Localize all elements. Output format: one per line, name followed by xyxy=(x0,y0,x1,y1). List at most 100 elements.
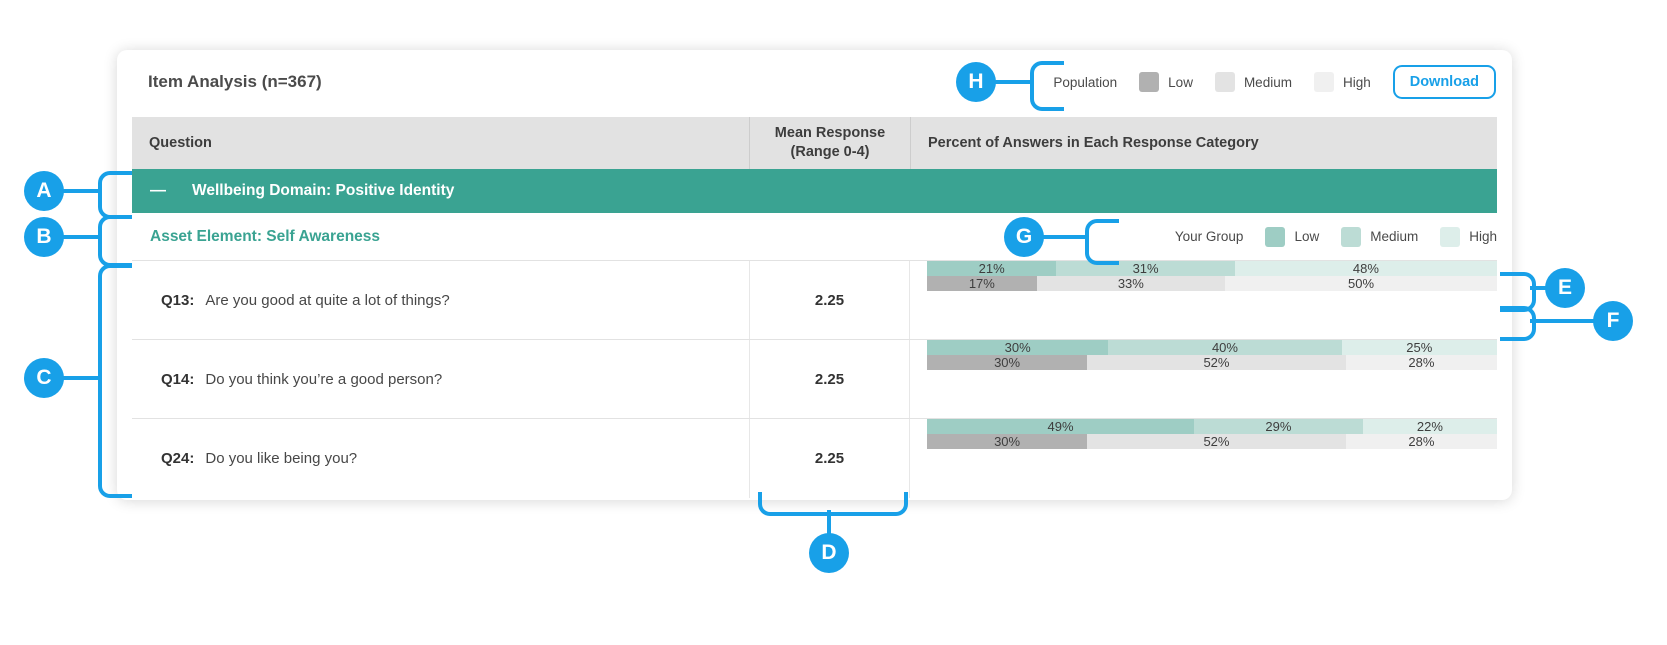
your-group-bar: 30% 40% 25% xyxy=(927,340,1498,355)
callout-e: E xyxy=(1545,268,1585,308)
population-bar-segment: 52% xyxy=(1087,434,1346,449)
mean-cell: 2.25 xyxy=(750,261,910,339)
population-medium-label: Medium xyxy=(1243,74,1292,90)
population-bar: 30% 52% 28% xyxy=(927,355,1497,370)
callout-h: H xyxy=(956,62,996,102)
callout-e-line xyxy=(1530,286,1548,290)
your-group-bar-segment: 40% xyxy=(1108,340,1342,355)
population-high-swatch xyxy=(1313,72,1334,92)
toolbar: Population Low Medium High Download xyxy=(1053,63,1496,101)
callout-g: G xyxy=(1004,217,1044,257)
question-cell: Q24: Do you like being you? xyxy=(132,419,750,498)
your-group-bar-segment: 49% xyxy=(927,419,1195,434)
your-group-legend-item-medium: Medium xyxy=(1341,226,1419,247)
population-bar: 30% 52% 28% xyxy=(927,434,1497,449)
your-group-bar-segment: 25% xyxy=(1341,340,1498,355)
callout-d-bracket xyxy=(758,492,908,516)
your-group-high-label: High xyxy=(1469,229,1497,244)
callout-b-bracket xyxy=(98,215,132,267)
population-bar-segment: 28% xyxy=(1345,434,1497,449)
population-bar-segment: 52% xyxy=(1087,355,1346,370)
population-bar-segment: 17% xyxy=(927,276,1037,291)
population-bar-percent-label: 30% xyxy=(994,355,1021,370)
wellbeing-domain-label: Wellbeing Domain: Positive Identity xyxy=(192,182,455,199)
your-group-legend-item-low: Low xyxy=(1265,226,1320,247)
collapse-icon[interactable]: — xyxy=(150,182,166,199)
your-group-low-swatch xyxy=(1265,226,1286,247)
population-bar-segment: 30% xyxy=(927,434,1088,449)
population-bar-segment: 33% xyxy=(1036,276,1226,291)
callout-b: B xyxy=(24,217,64,257)
your-group-low-label: Low xyxy=(1294,229,1320,244)
your-group-bar-percent-label: 48% xyxy=(1352,261,1379,276)
mean-value: 2.25 xyxy=(814,450,845,467)
your-group-high-swatch xyxy=(1440,226,1461,247)
your-group-bar-segment: 21% xyxy=(927,261,1057,276)
bars-cell: 21% 31% 48% 17% 33% 50% xyxy=(910,261,1497,339)
population-bar: 17% 33% 50% xyxy=(927,276,1497,291)
population-bar-percent-label: 52% xyxy=(1203,434,1230,449)
table-row: Q13: Are you good at quite a lot of thing… xyxy=(132,261,1497,340)
download-button[interactable]: Download xyxy=(1392,65,1496,99)
your-group-medium-label: Medium xyxy=(1370,229,1419,244)
table-row: Q24: Do you like being you? 2.25 49% 29% 22% 3… xyxy=(132,419,1497,498)
population-bar-percent-label: 30% xyxy=(994,434,1021,449)
table-row: Q14: Do you think you’re a good person? 2.… xyxy=(132,340,1498,419)
callout-h-bracket xyxy=(1030,61,1064,111)
question-text: Do you like being you? xyxy=(205,450,358,467)
your-group-bar-segment: 22% xyxy=(1362,419,1497,434)
item-analysis-table: Question Mean Response (Range 0-4) Perce… xyxy=(132,117,1498,498)
callout-e-bracket xyxy=(1500,272,1536,312)
callout-h-line xyxy=(976,80,1032,84)
wellbeing-domain-row[interactable]: — Wellbeing Domain: Positive Identity xyxy=(132,169,1497,213)
population-bar-percent-label: 28% xyxy=(1408,355,1435,370)
your-group-bar-percent-label: 30% xyxy=(1004,340,1031,355)
mean-cell: 2.25 xyxy=(750,419,910,498)
population-bar-percent-label: 52% xyxy=(1203,355,1230,370)
your-group-bar-percent-label: 31% xyxy=(1132,261,1159,276)
question-rows: Q13: Are you good at quite a lot of thing… xyxy=(132,261,1498,498)
question-cell: Q14: Do you think you’re a good person? xyxy=(132,340,750,418)
callout-b-line xyxy=(44,235,100,239)
population-low-swatch xyxy=(1139,72,1160,92)
callout-d-stem xyxy=(827,510,831,536)
callout-f-bracket xyxy=(1500,306,1536,341)
your-group-bar-segment: 31% xyxy=(1056,261,1235,276)
mean-cell: 2.25 xyxy=(750,340,910,418)
column-header-mean-line1: Mean Response xyxy=(774,125,886,142)
your-group-bar-percent-label: 49% xyxy=(1047,419,1074,434)
population-legend-item-medium: Medium xyxy=(1214,72,1292,92)
callout-g-line xyxy=(1024,235,1086,239)
question-cell: Q13: Are you good at quite a lot of thing… xyxy=(132,261,750,339)
your-group-bar-segment: 29% xyxy=(1194,419,1363,434)
your-group-bar-segment: 48% xyxy=(1234,261,1497,276)
population-bar-percent-label: 17% xyxy=(968,276,995,291)
your-group-bar-percent-label: 29% xyxy=(1265,419,1292,434)
population-bar-percent-label: 50% xyxy=(1347,276,1375,291)
column-header-percent: Percent of Answers in Each Response Cate… xyxy=(928,135,1259,151)
asset-element-row: Asset Element: Self Awareness Your Group… xyxy=(132,213,1497,261)
callout-f: F xyxy=(1593,301,1633,341)
callout-f-line xyxy=(1530,319,1596,323)
callout-c: C xyxy=(24,358,64,398)
population-medium-swatch xyxy=(1214,72,1235,92)
population-bar-segment: 28% xyxy=(1345,355,1497,370)
callout-a-line xyxy=(44,189,100,193)
your-group-legend-label: Your Group xyxy=(1174,229,1244,244)
question-text: Are you good at quite a lot of things? xyxy=(205,291,450,309)
asset-element-label: Asset Element: Self Awareness xyxy=(150,227,381,245)
callout-c-bracket xyxy=(98,264,132,498)
table-header-row: Question Mean Response (Range 0-4) Perce… xyxy=(132,117,1497,169)
callout-a-bracket xyxy=(98,171,132,219)
question-id: Q24: xyxy=(161,450,195,467)
bars-cell: 30% 40% 25% 30% 52% 28% xyxy=(910,340,1498,418)
item-analysis-card: Item Analysis (n=367) Population Low Med… xyxy=(117,50,1512,500)
callout-d: D xyxy=(809,533,849,573)
question-id: Q14: xyxy=(161,370,195,388)
callout-c-line xyxy=(44,376,100,380)
population-legend-item-high: High xyxy=(1313,72,1371,92)
column-header-mean-line2: (Range 0-4) xyxy=(790,144,870,160)
mean-value: 2.25 xyxy=(814,370,845,388)
callout-a: A xyxy=(24,171,64,211)
